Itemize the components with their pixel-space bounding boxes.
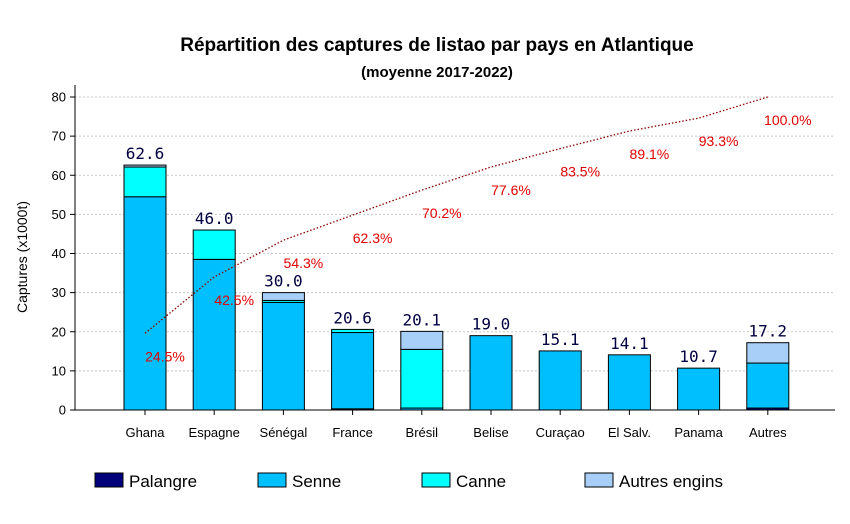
legend-label: Canne	[456, 472, 506, 491]
bar-segment-senne	[607, 354, 651, 411]
bar-total-label: 15.1	[541, 330, 580, 349]
y-tick-label: 10	[52, 363, 66, 378]
bar-total-label: 19.0	[472, 315, 511, 334]
bar-segment-senne	[746, 362, 790, 409]
x-tick-label: El Salv.	[608, 425, 651, 440]
x-tick-label: Belise	[473, 425, 508, 440]
bar-total-label: 46.0	[195, 209, 234, 228]
legend-label: Senne	[292, 472, 341, 491]
y-axis-label: Captures (x1000t)	[14, 201, 30, 313]
y-tick-label: 20	[52, 324, 66, 339]
legend-label: Autres engins	[619, 472, 723, 491]
cumulative-percent-label: 62.3%	[353, 230, 393, 246]
bar-total-label: 10.7	[679, 347, 718, 366]
cumulative-percent-label: 93.3%	[699, 133, 739, 149]
bar-segment-canne	[331, 328, 375, 334]
cumulative-line: 24.5% 42.5% 54.3% 62.3% 70.2% 77.6% 83.5% 89.1%…	[144, 96, 812, 364]
bar-segment-senne	[331, 332, 375, 410]
bar-segment-autres-engins	[261, 292, 305, 301]
x-tick-label: Espagne	[189, 425, 240, 440]
chart-title: Répartition des captures de listao par p…	[180, 35, 693, 56]
axes: 0 10 20 30 40 50 60 70 80 Ghana Espagne Sénégal Fran…	[52, 85, 835, 440]
bars: 62.6 46.0 30.0 20.6 20.1 19.0 15.1 14.1 10.7 17.2	[123, 144, 790, 411]
x-tick-label: Panama	[674, 425, 723, 440]
bar-total-label: 20.6	[333, 308, 372, 327]
bar-total-label: 14.1	[610, 334, 649, 353]
cumulative-percent-label: 100.0%	[764, 112, 811, 128]
legend-swatch-senne	[257, 472, 287, 488]
y-tick-label: 50	[52, 207, 66, 222]
bar-segment-canne	[123, 166, 167, 198]
bar-segment-senne	[123, 196, 167, 411]
cumulative-polyline	[144, 96, 768, 334]
bar-total-label: 62.6	[126, 144, 165, 163]
x-tick-label: Sénégal	[260, 425, 308, 440]
cumulative-percent-label: 54.3%	[284, 255, 324, 271]
bar-segment-autres-engins	[400, 330, 444, 350]
cumulative-percent-label: 77.6%	[491, 182, 531, 198]
y-tick-label: 70	[52, 129, 66, 144]
legend-label: Palangre	[129, 472, 197, 491]
cumulative-percent-label: 42.5%	[214, 292, 254, 308]
x-tick-label: Ghana	[125, 425, 165, 440]
bar-total-label: 30.0	[264, 272, 303, 291]
cumulative-percent-label: 24.5%	[145, 348, 185, 364]
bar-segment-senne	[677, 367, 721, 411]
x-tick-label: Curaçao	[536, 425, 585, 440]
x-tick-label: France	[332, 425, 372, 440]
gridlines	[75, 96, 835, 372]
y-tick-label: 0	[59, 403, 66, 418]
legend: Palangre Senne Canne Autres engins	[94, 472, 723, 491]
y-tick-label: 60	[52, 168, 66, 183]
cumulative-percent-label: 70.2%	[422, 205, 462, 221]
bar-total-label: 17.2	[749, 322, 788, 341]
bar-segment-canne	[400, 348, 444, 409]
bar-segment-autres-engins	[746, 342, 790, 364]
bar-segment-senne	[261, 301, 305, 411]
y-tick-label: 80	[52, 90, 66, 105]
legend-swatch-autres-engins	[584, 472, 614, 488]
y-tick-label: 40	[52, 246, 66, 261]
chart-subtitle: (moyenne 2017-2022)	[361, 64, 513, 81]
legend-swatch-palangre	[94, 472, 124, 488]
bar-segment-senne	[469, 335, 513, 411]
bar-total-label: 20.1	[403, 310, 442, 329]
cumulative-percent-label: 89.1%	[630, 146, 670, 162]
x-tick-label: Brésil	[406, 425, 439, 440]
x-tick-label: Autres	[749, 425, 787, 440]
legend-swatch-canne	[421, 472, 451, 488]
bar-segment-canne	[192, 229, 236, 260]
y-tick-label: 30	[52, 285, 66, 300]
bar-segment-senne	[192, 258, 236, 411]
bar-segment-autres-engins	[123, 164, 167, 168]
cumulative-percent-label: 83.5%	[560, 164, 600, 180]
bar-segment-senne	[538, 350, 582, 411]
